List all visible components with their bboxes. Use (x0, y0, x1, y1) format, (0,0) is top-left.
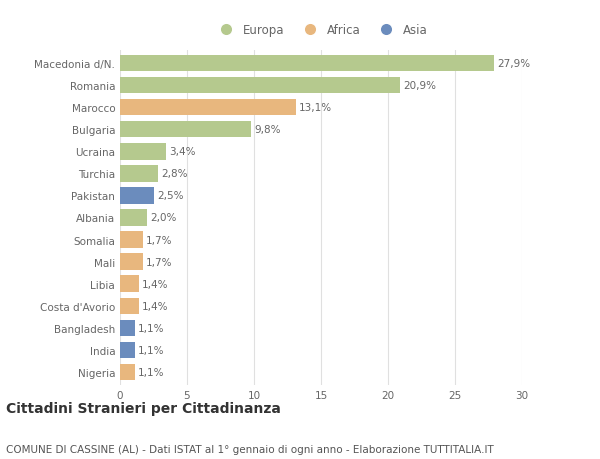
Text: 1,1%: 1,1% (138, 323, 164, 333)
Bar (120, 364, 135, 381)
Text: COMUNE DI CASSINE (AL) - Dati ISTAT al 1° gennaio di ogni anno - Elaborazione TU: COMUNE DI CASSINE (AL) - Dati ISTAT al 1… (6, 444, 494, 454)
Text: 1,1%: 1,1% (138, 367, 164, 377)
Bar (120, 232, 143, 248)
Text: 1,7%: 1,7% (146, 235, 173, 245)
Text: 13,1%: 13,1% (299, 103, 332, 113)
Text: 9,8%: 9,8% (254, 125, 281, 135)
Bar (120, 144, 166, 160)
Bar (120, 276, 139, 292)
Bar (120, 166, 158, 182)
Bar (120, 188, 154, 204)
Bar (120, 298, 139, 314)
Text: 2,8%: 2,8% (161, 169, 187, 179)
Bar (120, 100, 296, 116)
Bar (120, 342, 135, 358)
Bar (120, 210, 147, 226)
Legend: Europa, Africa, Asia: Europa, Africa, Asia (209, 20, 433, 42)
Text: 3,4%: 3,4% (169, 147, 196, 157)
Bar (120, 56, 494, 72)
Text: 2,0%: 2,0% (150, 213, 176, 223)
Text: 20,9%: 20,9% (403, 81, 436, 91)
Text: 1,4%: 1,4% (142, 279, 169, 289)
Text: 27,9%: 27,9% (497, 59, 530, 69)
Text: 1,1%: 1,1% (138, 345, 164, 355)
Text: 1,4%: 1,4% (142, 301, 169, 311)
Text: Cittadini Stranieri per Cittadinanza: Cittadini Stranieri per Cittadinanza (6, 402, 281, 415)
Text: 2,5%: 2,5% (157, 191, 184, 201)
Bar (120, 78, 400, 94)
Bar (120, 122, 251, 138)
Bar (120, 254, 143, 270)
Text: 1,7%: 1,7% (146, 257, 173, 267)
Bar (120, 320, 135, 336)
